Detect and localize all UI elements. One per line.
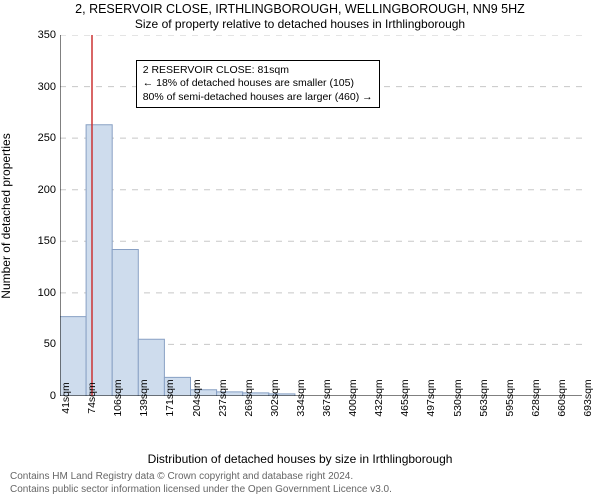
chart-header: 2, RESERVOIR CLOSE, IRTHLINGBOROUGH, WEL…	[0, 0, 600, 31]
x-tick-label: 171sqm	[164, 379, 176, 416]
x-tick-label: 432sqm	[373, 379, 385, 416]
x-tick-label: 465sqm	[399, 379, 411, 416]
x-tick-label: 400sqm	[347, 379, 359, 416]
x-tick-label: 139sqm	[138, 379, 150, 416]
x-tick-label: 269sqm	[243, 379, 255, 416]
y-tick-label: 200	[24, 184, 56, 196]
y-tick-label: 150	[24, 235, 56, 247]
y-axis-label: Number of detached properties	[0, 133, 13, 298]
y-tick-label: 250	[24, 132, 56, 144]
x-tick-label: 628sqm	[530, 379, 542, 416]
x-tick-label: 367sqm	[321, 379, 333, 416]
callout-line: 2 RESERVOIR CLOSE: 81sqm	[143, 64, 373, 77]
x-tick-label: 334sqm	[295, 379, 307, 416]
y-tick-label: 100	[24, 287, 56, 299]
x-tick-label: 530sqm	[452, 379, 464, 416]
chart-area: Number of detached properties 0501001502…	[60, 35, 582, 396]
callout-line: 80% of semi-detached houses are larger (…	[143, 91, 373, 104]
footer-line-2: Contains public sector information licen…	[10, 484, 590, 497]
chart-subtitle: Size of property relative to detached ho…	[4, 17, 596, 31]
x-tick-label: 74sqm	[86, 382, 98, 414]
page-title: 2, RESERVOIR CLOSE, IRTHLINGBOROUGH, WEL…	[4, 2, 596, 16]
x-tick-label: 41sqm	[60, 382, 72, 414]
callout-line: ← 18% of detached houses are smaller (10…	[143, 77, 373, 90]
y-tick-labels: 050100150200250300350	[24, 35, 56, 396]
x-tick-labels: 41sqm74sqm106sqm139sqm171sqm204sqm237sqm…	[60, 396, 582, 456]
y-tick-label: 50	[24, 338, 56, 350]
x-tick-label: 693sqm	[582, 379, 594, 416]
x-tick-label: 563sqm	[478, 379, 490, 416]
x-tick-label: 497sqm	[425, 379, 437, 416]
attribution-footer: Contains HM Land Registry data © Crown c…	[0, 470, 600, 500]
property-callout: 2 RESERVOIR CLOSE: 81sqm← 18% of detache…	[136, 60, 380, 107]
x-tick-label: 660sqm	[556, 379, 568, 416]
x-tick-label: 237sqm	[217, 379, 229, 416]
y-tick-label: 300	[24, 81, 56, 93]
x-tick-label: 106sqm	[112, 379, 124, 416]
x-tick-label: 204sqm	[191, 379, 203, 416]
y-tick-label: 350	[24, 29, 56, 41]
y-tick-label: 0	[24, 390, 56, 402]
footer-line-1: Contains HM Land Registry data © Crown c…	[10, 471, 590, 484]
x-tick-label: 595sqm	[504, 379, 516, 416]
x-tick-label: 302sqm	[269, 379, 281, 416]
